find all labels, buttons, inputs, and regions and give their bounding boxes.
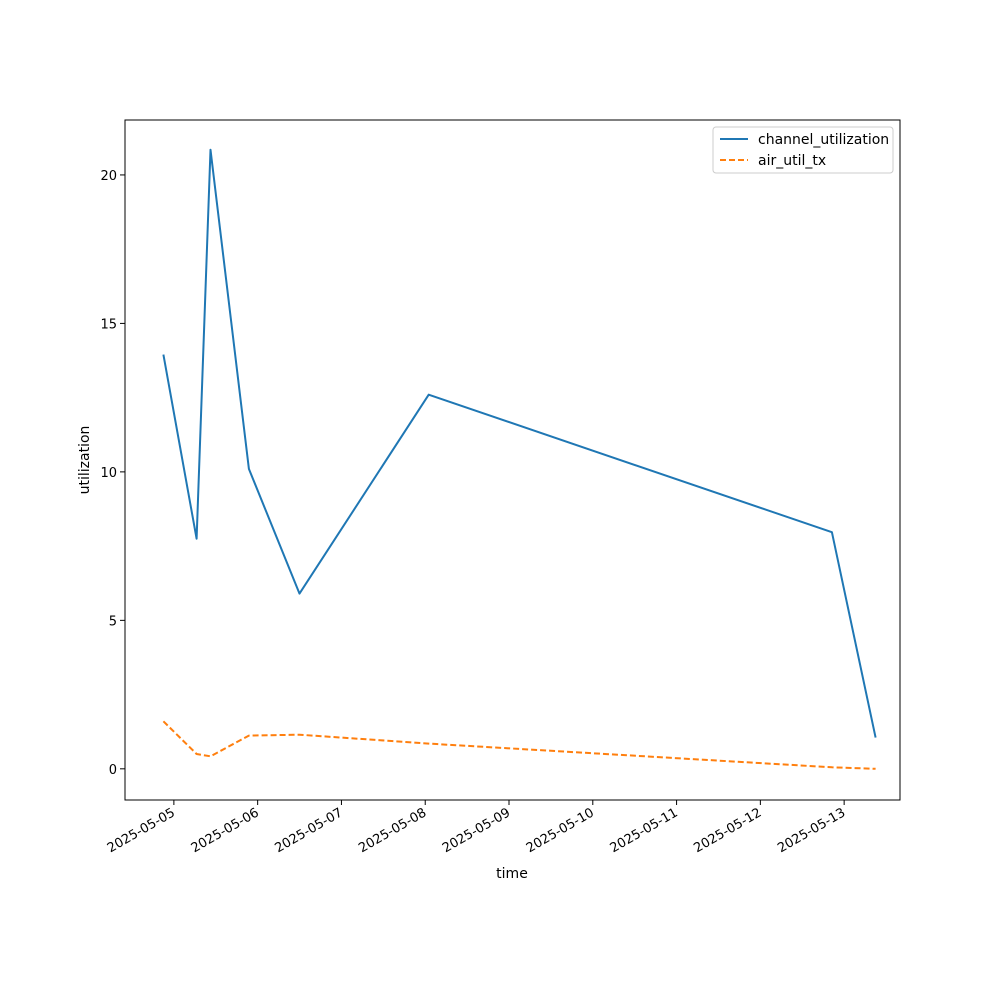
plot-area: [162, 148, 877, 770]
legend-label-channel-utilization: channel_utilization: [758, 132, 889, 148]
y-tick-label: 20: [100, 169, 117, 184]
plot-frame: [124, 119, 901, 801]
legend-label-air-util-tx: air_util_tx: [758, 153, 826, 169]
y-tick-label: 15: [100, 317, 117, 332]
x-axis-label: time: [496, 866, 528, 882]
y-axis-label: utilization: [77, 426, 93, 495]
series-line-air-util-tx: [162, 720, 876, 770]
series-line-channel-utilization: [162, 148, 877, 738]
y-tick-label: 0: [109, 763, 117, 778]
y-tick-label: 10: [100, 466, 117, 481]
legend: channel_utilization air_util_tx: [712, 126, 894, 174]
legend-box: [712, 126, 894, 174]
y-tick-label: 5: [109, 614, 117, 629]
